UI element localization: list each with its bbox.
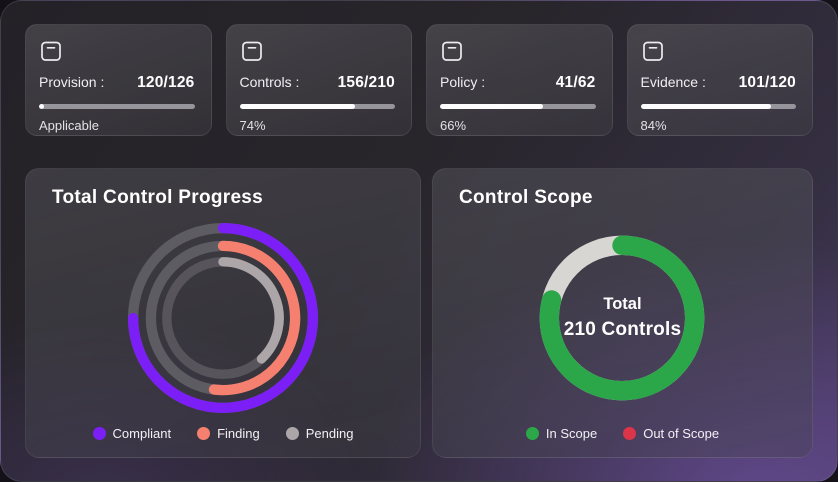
progress-bar-fill <box>440 104 543 109</box>
stat-value: 156/210 <box>337 74 395 91</box>
stat-card-provision: Provision : 120/126 Applicable <box>25 24 212 136</box>
progress-bar <box>239 104 395 109</box>
control-progress-ring-chart <box>127 222 319 413</box>
legend-label: In Scope <box>545 426 598 441</box>
progress-bar <box>39 104 195 109</box>
progress-bar <box>640 104 796 109</box>
stat-line: Policy : 41/62 <box>440 74 596 92</box>
legend-item-finding[interactable]: Finding <box>197 426 260 441</box>
legend-dot <box>285 427 299 440</box>
progress-bar-fill <box>39 104 44 109</box>
stat-footer: 66% <box>440 118 467 133</box>
stat-value: 120/126 <box>137 74 195 91</box>
stat-card-policy: Policy : 41/62 66% <box>426 24 613 136</box>
legend-label: Pending <box>305 426 354 441</box>
stat-line: Controls : 156/210 <box>240 74 396 92</box>
legend: In Scope Out of Scope <box>453 426 792 441</box>
legend-label: Finding <box>217 426 260 441</box>
stat-label: Policy : <box>440 74 486 90</box>
stat-footer: 74% <box>239 118 266 133</box>
legend-item-out-of-scope[interactable]: Out of Scope <box>623 426 719 441</box>
donut-center-subtitle: 210 Controls <box>563 318 682 340</box>
progress-bar-fill <box>239 104 355 109</box>
legend-dot <box>525 427 539 440</box>
card-title: Control Scope <box>458 187 593 208</box>
window-icon <box>642 41 663 61</box>
stat-footer: 84% <box>640 118 667 133</box>
donut-center-label: Total 210 Controls <box>530 226 714 410</box>
progress-bar <box>440 104 596 109</box>
legend: Compliant Finding Pending <box>46 426 400 441</box>
legend-dot <box>197 427 211 440</box>
stats-row: Provision : 120/126 Applicable Controls … <box>25 24 813 136</box>
card-title: Total Control Progress <box>52 187 264 208</box>
stat-line: Evidence : 101/120 <box>641 74 797 92</box>
donut-center-title: Total <box>603 294 642 313</box>
stat-label: Evidence : <box>640 74 706 90</box>
window-icon <box>241 41 262 61</box>
legend-item-pending[interactable]: Pending <box>285 426 354 441</box>
control-scope-donut-chart <box>540 235 705 400</box>
legend-item-compliant[interactable]: Compliant <box>92 426 172 441</box>
control-scope-card: Control Scope Total 210 Controls In Scop… <box>431 168 813 458</box>
total-control-progress-card: Total Control Progress Compliant Finding… <box>25 168 421 458</box>
stat-card-controls: Controls : 156/210 74% <box>225 24 412 136</box>
progress-bar-fill <box>640 104 772 109</box>
stat-line: Provision : 120/126 <box>39 74 195 92</box>
main-row: Total Control Progress Compliant Finding… <box>25 168 813 458</box>
stat-label: Provision : <box>39 74 105 90</box>
stat-label: Controls : <box>239 74 300 90</box>
legend-item-in-scope[interactable]: In Scope <box>525 426 598 441</box>
legend-label: Compliant <box>112 426 172 441</box>
legend-label: Out of Scope <box>643 426 720 441</box>
window-icon <box>41 41 61 61</box>
window-icon <box>442 41 462 61</box>
chart-area <box>46 209 400 426</box>
stat-card-evidence: Evidence : 101/120 84% <box>626 24 813 136</box>
donut-wrap: Total 210 Controls <box>530 226 714 410</box>
stat-footer: Applicable <box>39 118 99 133</box>
legend-dot <box>92 427 106 440</box>
chart-area: Total 210 Controls <box>453 209 792 426</box>
stat-value: 41/62 <box>555 74 596 91</box>
legend-dot <box>623 427 637 440</box>
stat-value: 101/120 <box>738 74 796 91</box>
